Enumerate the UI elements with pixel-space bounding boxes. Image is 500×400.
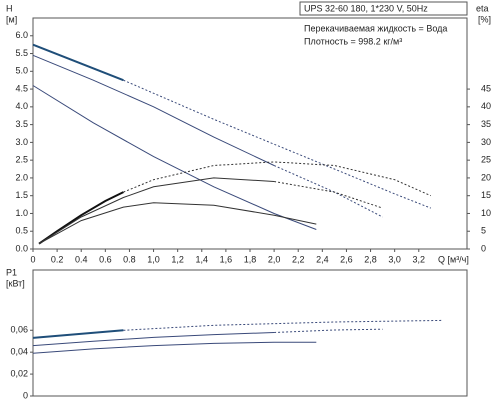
y-label: H — [6, 3, 13, 13]
curve — [32, 341, 317, 354]
y2-tick-label: 15 — [481, 190, 491, 200]
x-tick-label: 3,0 — [388, 254, 401, 264]
y2-tick-label: 30 — [481, 137, 491, 147]
curve — [32, 85, 317, 230]
info-box — [299, 1, 468, 16]
info-text: Плотность = 998.2 кг/м³ — [304, 36, 402, 46]
x-tick-label: 1,6 — [220, 254, 233, 264]
y-tick-label: 2.0 — [15, 172, 28, 182]
x-tick-label: 2,4 — [316, 254, 329, 264]
y2-label: eta — [476, 3, 489, 13]
curve — [123, 161, 432, 197]
y-tick-label: 1.5 — [15, 190, 28, 200]
y-tick-label: 1.0 — [15, 208, 28, 218]
curve — [32, 43, 124, 82]
y-tick-label: 0,06 — [10, 325, 28, 335]
y-tick-label: 4.5 — [15, 83, 28, 93]
curve — [274, 181, 383, 209]
plot-frame — [32, 17, 468, 250]
curve — [38, 202, 317, 245]
curve — [38, 191, 124, 245]
y2-tick-label: 5 — [481, 226, 486, 236]
info-text: UPS 32-60 180, 1*230 V, 50Hz — [304, 3, 428, 13]
x-label: Q [м³/ч] — [438, 254, 469, 264]
x-tick-label: 2,6 — [340, 254, 353, 264]
y2-tick-label: 45 — [481, 83, 491, 93]
y-unit: [кВт] — [6, 278, 25, 288]
x-tick-label: 1,0 — [147, 254, 160, 264]
x-tick-label: 0.6 — [99, 254, 112, 264]
y-tick-label: 0,02 — [10, 368, 28, 378]
y2-tick-label: 0 — [481, 243, 486, 253]
plot-frame — [32, 269, 468, 397]
x-tick-label: 1,4 — [196, 254, 209, 264]
x-tick-label: 0 — [30, 254, 35, 264]
y-tick-label: 5.0 — [15, 66, 28, 76]
curve — [32, 54, 275, 166]
y-tick-label: 6.0 — [15, 30, 28, 40]
y-tick-label: 2.5 — [15, 155, 28, 165]
y2-tick-label: 35 — [481, 119, 491, 129]
y2-tick-label: 40 — [481, 101, 491, 111]
y-tick-label: 0 — [23, 390, 28, 400]
x-tick-label: 0.2 — [51, 254, 64, 264]
x-tick-label: 0.8 — [123, 254, 136, 264]
x-tick-label: 1,8 — [244, 254, 257, 264]
y2-tick-label: 20 — [481, 172, 491, 182]
y2-tick-label: 10 — [481, 208, 491, 218]
curve — [274, 328, 383, 333]
y-label: P1 — [6, 267, 17, 277]
y-tick-label: 0.5 — [15, 226, 28, 236]
curve — [32, 329, 124, 339]
x-tick-label: 2,2 — [292, 254, 305, 264]
x-tick-label: 2,0 — [268, 254, 281, 264]
y2-unit: [%] — [478, 14, 491, 24]
y-tick-label: 3.0 — [15, 137, 28, 147]
curve — [123, 79, 431, 209]
y-tick-label: 0.0 — [15, 243, 28, 253]
x-tick-label: 3,2 — [413, 254, 426, 264]
curve — [123, 319, 443, 331]
curve — [32, 332, 275, 347]
y-tick-label: 3.5 — [15, 119, 28, 129]
x-tick-label: 0.4 — [75, 254, 88, 264]
x-tick-label: 1,2 — [171, 254, 184, 264]
x-tick-label: 2,8 — [364, 254, 377, 264]
y-unit: [м] — [6, 14, 17, 24]
curve — [38, 177, 275, 245]
y-tick-label: 0,04 — [10, 347, 28, 357]
info-text: Перекачиваемая жидкость = Вода — [304, 23, 447, 33]
y2-tick-label: 25 — [481, 155, 491, 165]
y-tick-label: 5.5 — [15, 48, 28, 58]
y-tick-label: 4.0 — [15, 101, 28, 111]
